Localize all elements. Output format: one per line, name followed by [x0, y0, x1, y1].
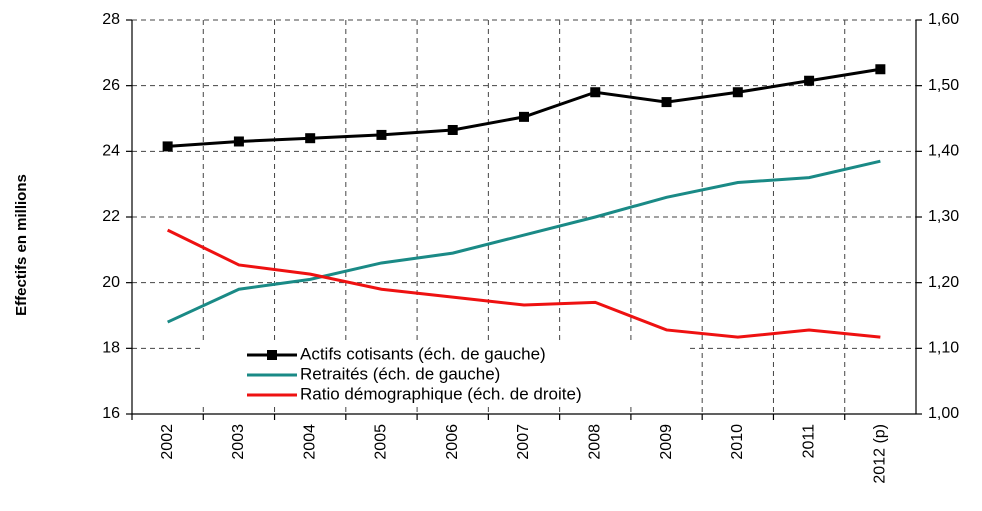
y2-tick-label: 1,30: [928, 208, 959, 225]
y-tick-label: 18: [102, 340, 120, 357]
y-tick-label: 24: [102, 143, 120, 160]
line-series: [166, 228, 881, 339]
y2-tick-label: 1,10: [928, 340, 959, 357]
marker: [875, 64, 886, 75]
y-tick-label: 20: [102, 274, 120, 291]
legend-marker: [267, 350, 277, 360]
x-tick-label: 2007: [515, 424, 532, 460]
y2-tick-label: 1,00: [928, 405, 959, 422]
y-tick-label: 28: [102, 11, 120, 28]
x-tick-label: 2010: [729, 424, 746, 460]
x-tick-label: 2011: [800, 424, 817, 459]
marker: [233, 136, 244, 147]
marker: [376, 129, 387, 140]
marker: [519, 111, 529, 122]
y-tick-label: 22: [102, 208, 120, 225]
x-tick-label: 2005: [373, 424, 390, 460]
x-tick-label: 2009: [658, 424, 675, 460]
marker: [305, 133, 316, 144]
y-tick-label: 26: [102, 77, 120, 94]
line-series: [167, 67, 881, 148]
y-axis-label: Effectifs en millions: [13, 174, 30, 316]
x-tick-label: 2008: [586, 424, 603, 460]
x-tick-label: 2012 (p): [872, 424, 889, 484]
legend-label: Ratio démographique (éch. de droite): [300, 384, 582, 403]
y2-tick-label: 1,40: [928, 143, 959, 160]
y-tick-label: 16: [102, 405, 120, 422]
y2-tick-label: 1,20: [928, 274, 959, 291]
legend-label: Retraités (éch. de gauche): [300, 364, 500, 383]
x-tick-label: 2003: [230, 424, 247, 460]
y2-tick-label: 1,50: [928, 77, 959, 94]
legend-label: Actifs cotisants (éch. de gauche): [300, 344, 546, 363]
marker: [661, 97, 672, 108]
marker: [162, 141, 173, 152]
x-tick-label: 2002: [159, 424, 176, 460]
y2-tick-label: 1,60: [928, 11, 959, 28]
marker: [590, 87, 601, 98]
marker: [732, 87, 743, 98]
marker: [447, 124, 458, 135]
marker: [804, 75, 815, 86]
x-tick-label: 2004: [301, 424, 318, 460]
line-series: [167, 159, 881, 324]
x-tick-label: 2006: [444, 424, 461, 460]
